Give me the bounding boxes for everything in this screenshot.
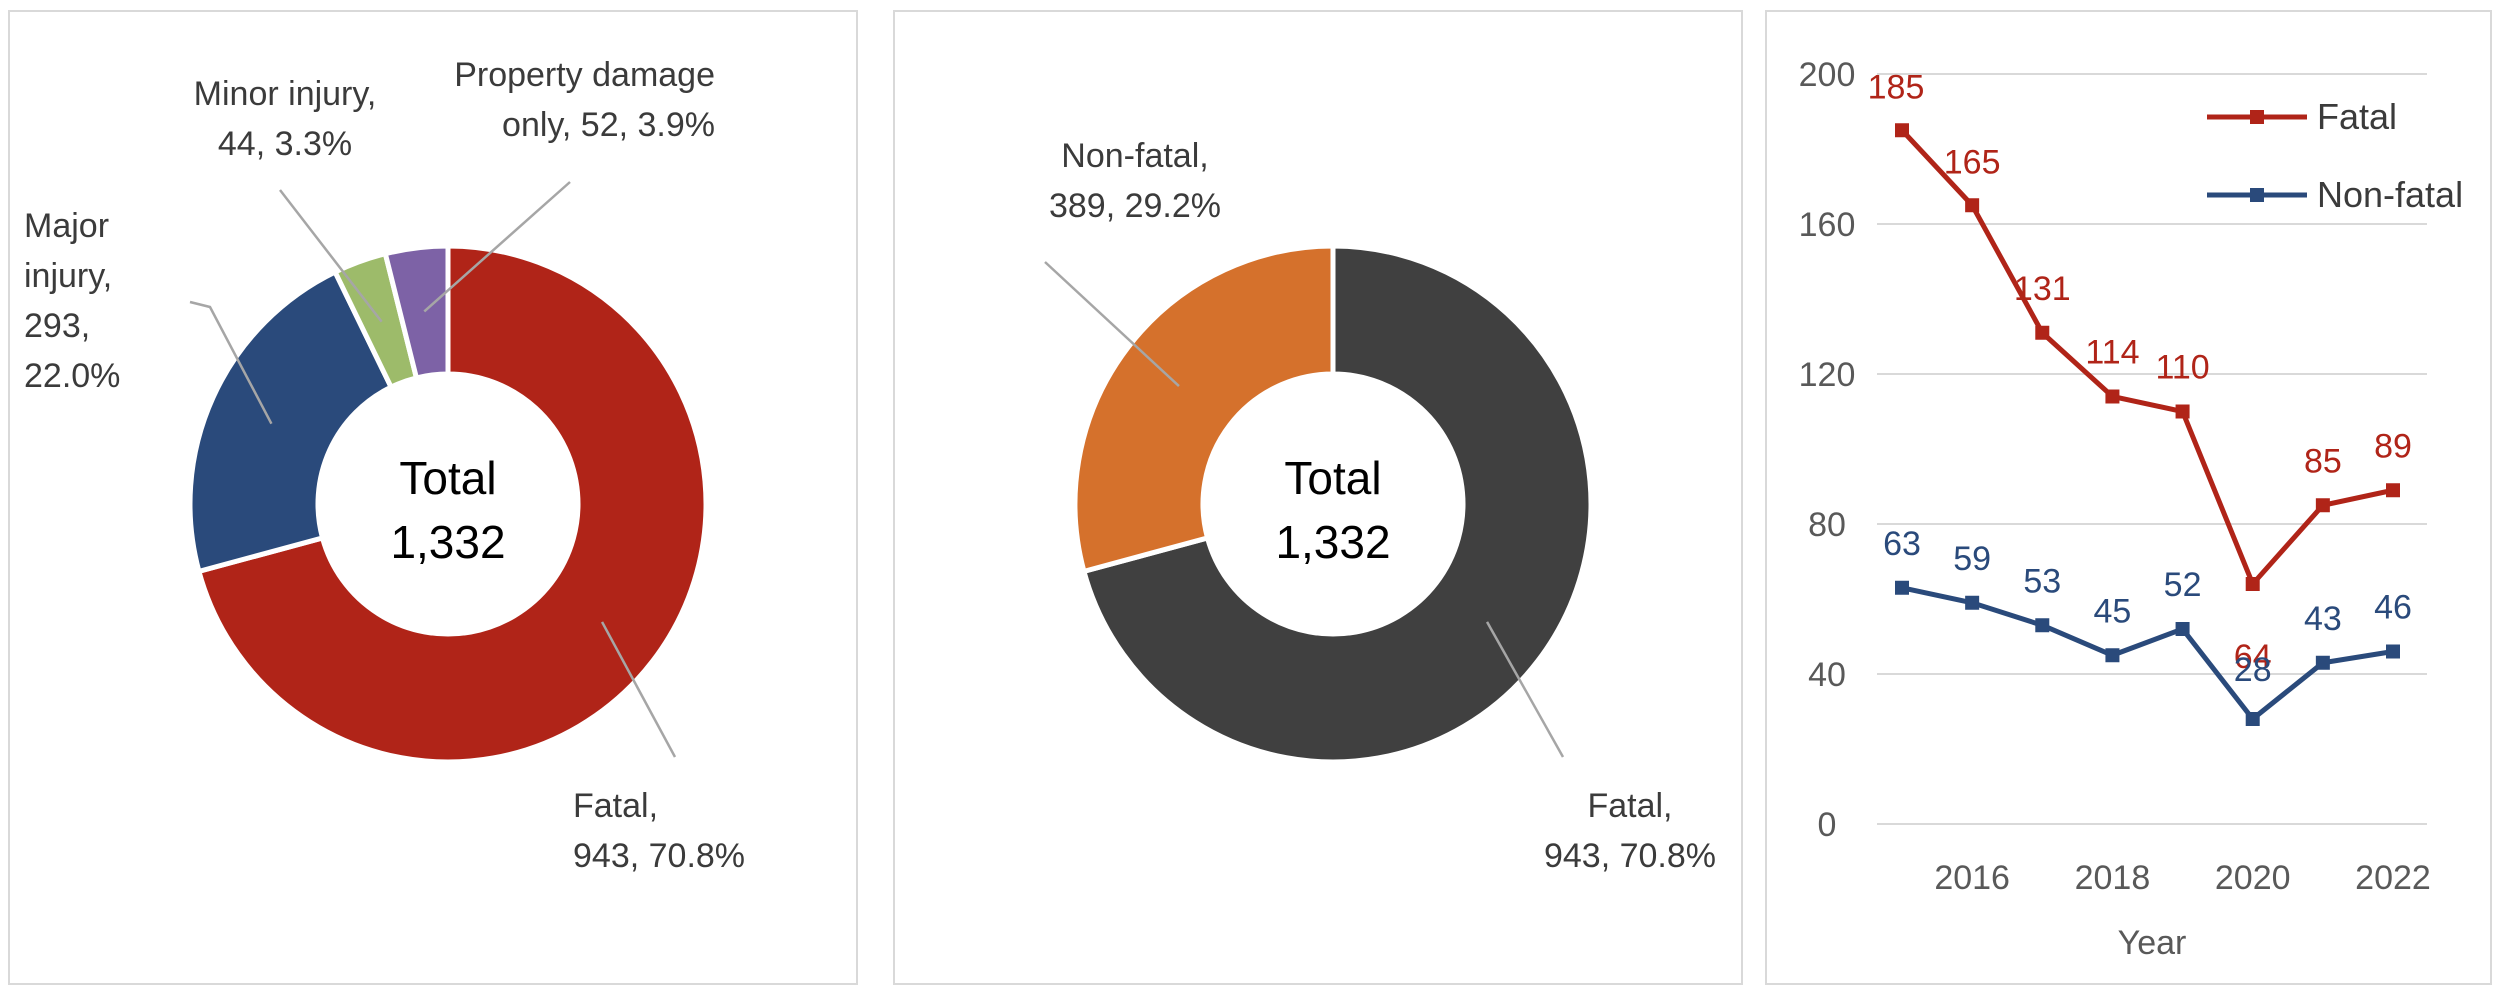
donut-1-leader-minor-injury	[279, 189, 383, 323]
data-label-fatal-2019: 110	[2155, 349, 2209, 387]
marker-fatal-2021	[2315, 498, 2330, 513]
data-label-fatal-2017: 131	[2014, 270, 2071, 308]
marker-non-fatal-2015	[1895, 580, 1909, 595]
data-label-non-fatal-2021: 43	[2304, 600, 2342, 638]
donut-2-slice-non-fatal	[1072, 243, 1336, 575]
donut-1-label-minor-injury: Minor injury, 44, 3.3%	[194, 75, 377, 163]
legend-label-non-fatal: Non-fatal	[2317, 174, 2463, 215]
severity-donut-chart: Fatal, 943, 70.8% Major injury, 293, 22.0% Min…	[24, 56, 745, 875]
donut-1-center-label: Total 1,332	[390, 452, 505, 568]
data-label-non-fatal-2015: 63	[1883, 525, 1921, 563]
marker-fatal-2017	[2035, 325, 2050, 340]
data-label-fatal-2015: 185	[1868, 68, 1925, 106]
series-line-fatal	[1900, 128, 2394, 589]
marker-fatal-2015	[1895, 123, 1909, 138]
donut-1-slice-major-injury	[187, 268, 395, 575]
x-tick-2016: 2016	[1934, 859, 2010, 897]
data-label-fatal-2022: 89	[2374, 427, 2412, 465]
marker-fatal-2019	[2175, 404, 2190, 419]
marker-fatal-2020	[2245, 577, 2260, 591]
y-tick-80: 80	[1808, 506, 1846, 544]
x-tick-2020: 2020	[2215, 859, 2291, 897]
data-label-fatal-2021: 85	[2304, 442, 2342, 480]
donut-1-leader-property-damage-only	[423, 181, 571, 313]
marker-non-fatal-2017	[2035, 618, 2050, 633]
donut-2-center-label: Total 1,332	[1275, 452, 1390, 568]
data-label-non-fatal-2018: 45	[2094, 592, 2132, 630]
donut-1-leader-fatal	[600, 621, 677, 758]
marker-fatal-2022	[2386, 483, 2400, 498]
x-axis-label: Year	[2118, 924, 2187, 962]
donut-1-slice-fatal	[195, 243, 709, 765]
donut-2-label-fatal: Fatal, 943, 70.8%	[1544, 787, 1716, 875]
y-tick-40: 40	[1808, 656, 1846, 694]
data-label-non-fatal-2020: 28	[2234, 651, 2272, 689]
data-label-non-fatal-2019: 52	[2164, 566, 2202, 604]
legend-marker-fatal	[2250, 110, 2264, 124]
fatal-injury-breakdown-panel: Fatal, 943, 70.8% Major injury, 293, 22.0% Min…	[8, 10, 858, 985]
donut-1-leader-major-injury	[189, 300, 273, 425]
fatal-nonfatal-panel: Fatal, 943, 70.8% Non-fatal, 389, 29.2% Tota…	[893, 10, 1743, 985]
donut-2-leader-non-fatal	[1044, 261, 1180, 387]
data-label-fatal-2020: 64	[2234, 638, 2272, 676]
yearly-trend-panel: 0 40 80 120 160 200 2016 2018 2020 2022 Year 185 165…	[1765, 10, 2492, 985]
donut-2-leader-fatal	[1485, 621, 1565, 758]
series-line-non-fatal	[1901, 585, 2394, 723]
data-label-non-fatal-2017: 53	[2023, 562, 2061, 600]
donut-1-label-property-damage-only: Property damage only, 52, 3.9%	[454, 56, 715, 144]
marker-non-fatal-2021	[2315, 655, 2330, 670]
fatal-nonfatal-donut-chart: Fatal, 943, 70.8% Non-fatal, 389, 29.2% Tota…	[1044, 137, 1716, 875]
y-tick-0: 0	[1818, 806, 1837, 844]
data-label-fatal-2016: 165	[1944, 143, 2001, 181]
data-label-fatal-2018: 114	[2085, 334, 2139, 372]
donut-1-slice-property-damage-only	[382, 243, 451, 381]
marker-non-fatal-2020	[2245, 712, 2260, 726]
data-label-non-fatal-2022: 46	[2374, 589, 2412, 627]
marker-non-fatal-2022	[2386, 644, 2400, 659]
legend-label-fatal: Fatal	[2317, 96, 2397, 137]
y-tick-160: 160	[1799, 206, 1856, 244]
y-tick-200: 200	[1799, 56, 1856, 94]
x-tick-2018: 2018	[2075, 859, 2151, 897]
donut-2-slice-fatal	[1080, 243, 1594, 765]
donut-1-label-fatal: Fatal, 943, 70.8%	[573, 787, 745, 875]
marker-fatal-2018	[2105, 389, 2120, 404]
legend-marker-non-fatal	[2250, 188, 2264, 202]
marker-non-fatal-2016	[1965, 595, 1980, 610]
x-tick-2022: 2022	[2355, 859, 2431, 897]
marker-fatal-2016	[1965, 198, 1980, 213]
marker-non-fatal-2018	[2105, 648, 2120, 663]
yearly-trend-line-chart: 0 40 80 120 160 200 2016 2018 2020 2022 Year 185 165…	[1799, 56, 2463, 962]
donut-2-label-non-fatal: Non-fatal, 389, 29.2%	[1049, 137, 1221, 225]
donut-1-label-major-injury: Major injury, 293, 22.0%	[24, 207, 120, 395]
data-label-non-fatal-2016: 59	[1953, 540, 1991, 578]
y-tick-120: 120	[1799, 356, 1856, 394]
marker-non-fatal-2019	[2175, 622, 2190, 636]
